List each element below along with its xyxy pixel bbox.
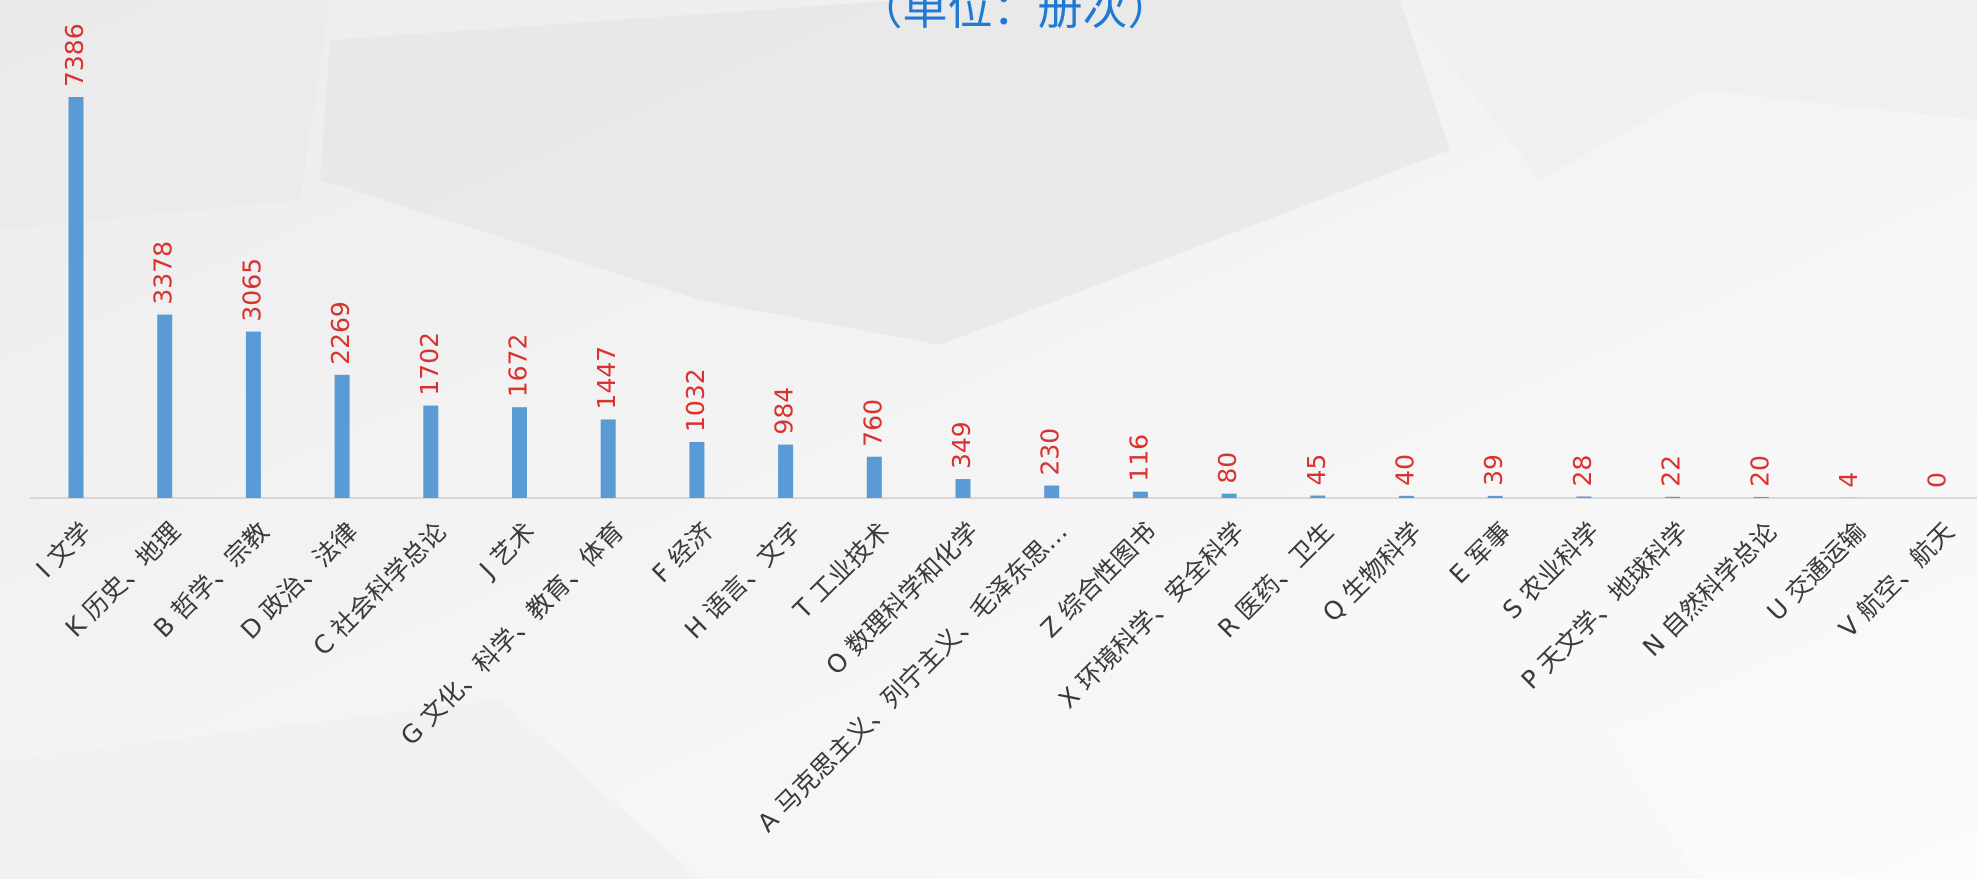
value-label: 1702 [415, 332, 444, 396]
bar [245, 331, 261, 498]
bar [1487, 495, 1503, 498]
bg-shape [0, 0, 330, 230]
bar [1044, 485, 1060, 498]
value-label: 1447 [592, 346, 621, 410]
bar [778, 444, 794, 498]
bar [1753, 496, 1769, 498]
bar [68, 97, 84, 498]
value-label: 4 [1834, 472, 1863, 488]
value-label: 116 [1124, 434, 1153, 482]
bar [600, 419, 616, 498]
bar [423, 405, 439, 498]
bar [689, 441, 705, 498]
bg-shape [1100, 560, 1700, 879]
value-label: 760 [858, 399, 887, 447]
value-label: 1032 [681, 368, 710, 432]
value-label: 984 [770, 387, 799, 435]
bar [1310, 495, 1326, 498]
bar [512, 407, 527, 498]
value-label: 40 [1391, 454, 1420, 486]
chart-subtitle: （单位：册次） [857, 0, 1172, 35]
value-label: 3065 [237, 258, 266, 322]
bar [1132, 491, 1148, 498]
bar [1399, 495, 1414, 498]
bar [157, 314, 173, 498]
value-label: 80 [1213, 452, 1242, 484]
value-label: 349 [947, 421, 976, 469]
bg-shape [1400, 0, 1977, 180]
bar [866, 456, 882, 498]
value-label: 39 [1479, 454, 1508, 486]
value-label: 28 [1568, 455, 1597, 487]
value-label: 3378 [149, 241, 178, 305]
value-label: 7386 [60, 23, 89, 87]
value-label: 2269 [326, 301, 355, 365]
value-label: 230 [1036, 428, 1065, 476]
value-label: 1672 [504, 334, 533, 398]
value-label: 20 [1745, 455, 1774, 487]
bar [1221, 493, 1237, 498]
bar [1576, 496, 1592, 498]
bg-shape [0, 700, 700, 879]
value-label: 22 [1657, 455, 1686, 487]
bar [334, 374, 350, 498]
bar [1665, 496, 1681, 498]
value-label: 45 [1302, 454, 1331, 486]
bar [955, 479, 971, 498]
bg-shape [320, 0, 1450, 345]
value-label: 0 [1923, 472, 1952, 488]
